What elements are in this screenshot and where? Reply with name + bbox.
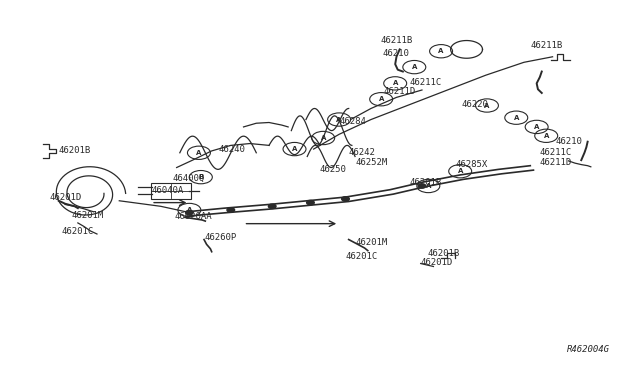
Text: A: A <box>534 124 540 130</box>
Text: R462004G: R462004G <box>567 345 610 354</box>
Text: A: A <box>438 48 444 54</box>
Text: 46242: 46242 <box>349 148 376 157</box>
Text: 46210: 46210 <box>556 137 582 146</box>
Text: A: A <box>378 96 384 102</box>
Text: 46201B: 46201B <box>59 147 91 155</box>
Text: A: A <box>187 207 192 213</box>
Text: 46201B: 46201B <box>427 249 460 258</box>
Circle shape <box>307 201 314 205</box>
Text: A: A <box>321 135 326 141</box>
Text: 46400Q: 46400Q <box>172 174 204 183</box>
Text: 46040A: 46040A <box>151 186 184 195</box>
Text: 46250: 46250 <box>320 165 347 174</box>
Circle shape <box>418 184 426 188</box>
Text: 46201D: 46201D <box>420 258 453 267</box>
Text: 46284: 46284 <box>339 117 366 126</box>
Text: 46201C: 46201C <box>346 252 378 262</box>
Circle shape <box>227 208 235 212</box>
Text: 46240: 46240 <box>218 145 245 154</box>
Text: B: B <box>198 174 204 180</box>
Text: A: A <box>337 116 342 122</box>
Text: 46201M: 46201M <box>72 211 104 220</box>
Text: 46211B: 46211B <box>531 41 563 50</box>
Text: 46201D: 46201D <box>49 193 81 202</box>
Text: A: A <box>484 103 490 109</box>
Text: A: A <box>196 150 202 156</box>
Text: A: A <box>292 146 297 152</box>
Text: 46201B: 46201B <box>409 178 442 187</box>
Circle shape <box>268 204 276 209</box>
Text: 46211B: 46211B <box>381 36 413 45</box>
Circle shape <box>342 197 349 201</box>
Text: 46201C: 46201C <box>62 227 94 235</box>
Text: 46020AA: 46020AA <box>175 212 212 221</box>
Text: A: A <box>543 133 549 139</box>
FancyBboxPatch shape <box>151 183 191 199</box>
Text: A: A <box>513 115 519 121</box>
Text: A: A <box>392 80 398 86</box>
Text: 46211D: 46211D <box>384 87 416 96</box>
Text: 46285X: 46285X <box>455 160 487 169</box>
Text: 46211D: 46211D <box>540 157 572 167</box>
Text: 46210: 46210 <box>383 49 410 58</box>
Text: 46252M: 46252M <box>355 157 387 167</box>
Circle shape <box>186 211 193 215</box>
Text: A: A <box>458 168 463 174</box>
Text: 46260P: 46260P <box>204 233 236 242</box>
Text: A: A <box>412 64 417 70</box>
Text: 46201M: 46201M <box>355 238 387 247</box>
Text: 46211C: 46211C <box>540 148 572 157</box>
Text: A: A <box>426 183 431 189</box>
Text: 46211C: 46211C <box>409 78 442 87</box>
Text: 46220: 46220 <box>461 100 488 109</box>
